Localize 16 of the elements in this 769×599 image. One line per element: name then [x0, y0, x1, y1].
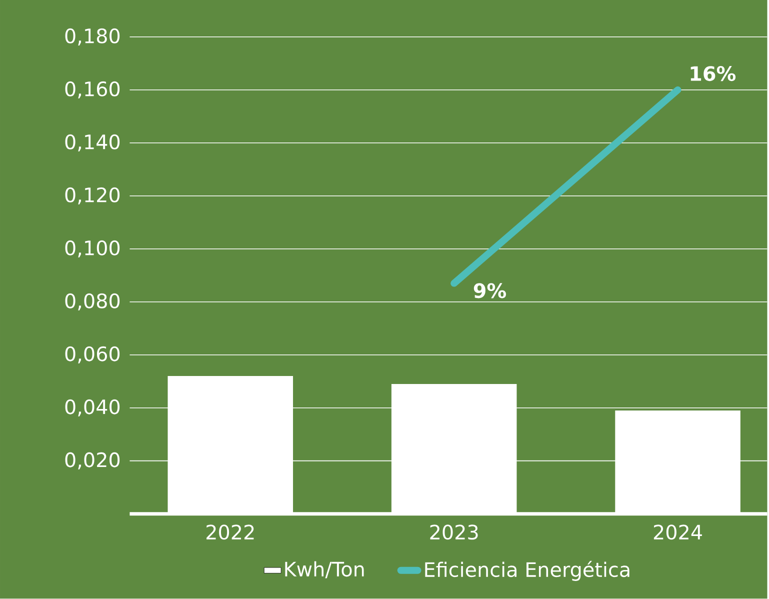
- data-label: 16%: [690, 66, 736, 82]
- y-tick-label: 0,160: [65, 82, 120, 99]
- y-tick-label: 0,060: [65, 346, 120, 364]
- y-tick-label: 0,080: [65, 294, 120, 311]
- x-tick-label: 2024: [654, 524, 702, 540]
- y-tick-label: 0,140: [65, 134, 120, 152]
- legend-label: Eficiencia Energética: [425, 561, 630, 582]
- x-tick-label: 2022: [206, 524, 254, 540]
- data-label: 9%: [474, 283, 506, 298]
- y-tick-label: 0,100: [65, 240, 120, 258]
- y-tick-label: 0,180: [65, 28, 120, 46]
- y-tick-label: 0,040: [65, 400, 120, 417]
- x-tick-label: 2023: [430, 524, 478, 540]
- y-tick-label: 0,120: [65, 188, 120, 205]
- legend-label: Kwh/Ton: [285, 562, 364, 578]
- y-tick-label: 0,020: [65, 452, 120, 470]
